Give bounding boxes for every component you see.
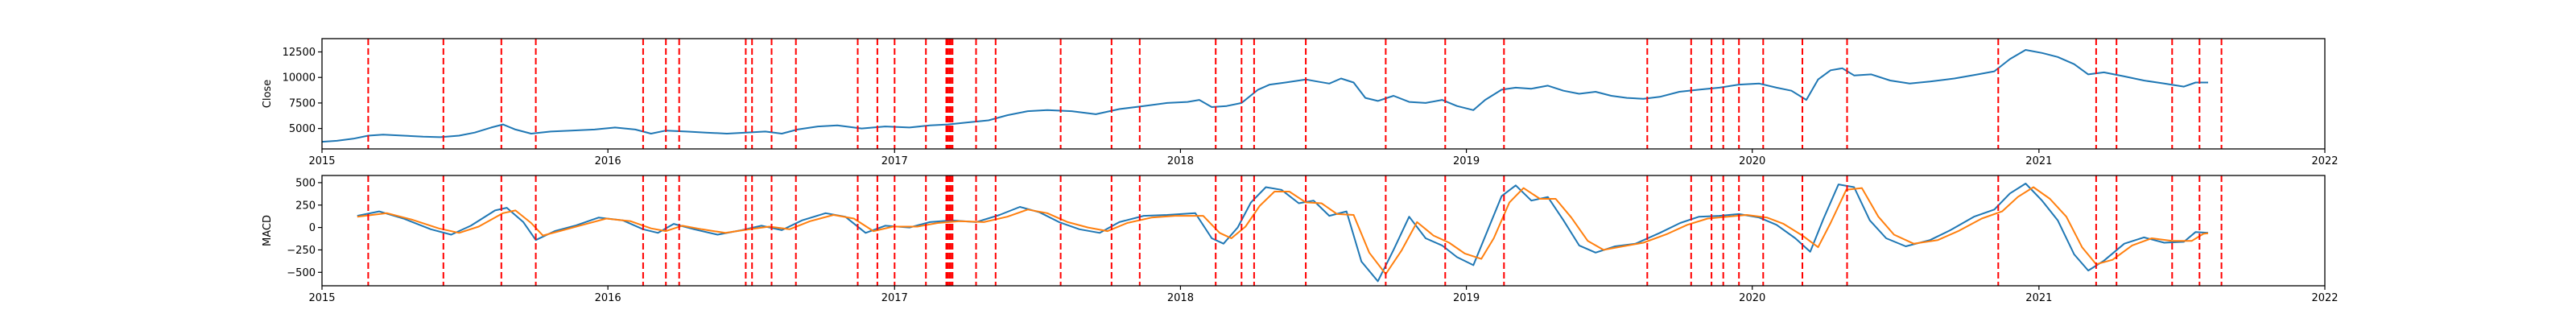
x-tick-label: 2018 xyxy=(1167,292,1194,304)
x-tick-label: 2022 xyxy=(2311,292,2338,304)
x-tick-label: 2021 xyxy=(2025,155,2052,167)
plot-frame xyxy=(321,38,2326,150)
y-tick-label: 12500 xyxy=(283,47,316,59)
x-tick-label: 2015 xyxy=(308,292,335,304)
y-axis-label: MACD xyxy=(262,215,274,246)
x-tick-label: 2016 xyxy=(595,292,621,304)
series-line-2 xyxy=(357,186,2209,275)
y-tick-label: −250 xyxy=(287,245,316,257)
series-line-1 xyxy=(357,183,2209,283)
x-tick-label: 2020 xyxy=(1739,155,1765,167)
x-tick-label: 2017 xyxy=(881,292,908,304)
y-tick-label: 10000 xyxy=(283,72,316,85)
y-tick-label: 5000 xyxy=(289,123,316,135)
x-tick-label: 2022 xyxy=(2311,155,2338,167)
x-tick-label: 2015 xyxy=(308,155,335,167)
y-tick-label: 0 xyxy=(309,222,316,234)
y-axis-label: Close xyxy=(262,80,274,108)
plot-frame xyxy=(321,175,2326,287)
y-tick-label: 250 xyxy=(295,200,316,212)
y-tick-label: 7500 xyxy=(289,97,316,109)
x-tick-label: 2018 xyxy=(1167,155,1194,167)
chart-panel-1: 2015 2016 2017 2018 2019 2020 2021 2022 5000 7500… xyxy=(262,38,2339,167)
x-tick-label: 2019 xyxy=(1453,292,1480,304)
y-tick-label: −500 xyxy=(287,267,316,279)
x-tick-label: 2021 xyxy=(2025,292,2052,304)
x-tick-label: 2020 xyxy=(1739,292,1765,304)
x-tick-label: 2016 xyxy=(595,155,621,167)
x-tick-label: 2017 xyxy=(881,155,908,167)
y-tick-label: 500 xyxy=(295,177,316,189)
chart-panel-2: 2015 2016 2017 2018 2019 2020 2021 2022 −500 −250… xyxy=(262,175,2339,304)
series-line-1 xyxy=(322,49,2208,143)
x-tick-label: 2019 xyxy=(1453,155,1480,167)
